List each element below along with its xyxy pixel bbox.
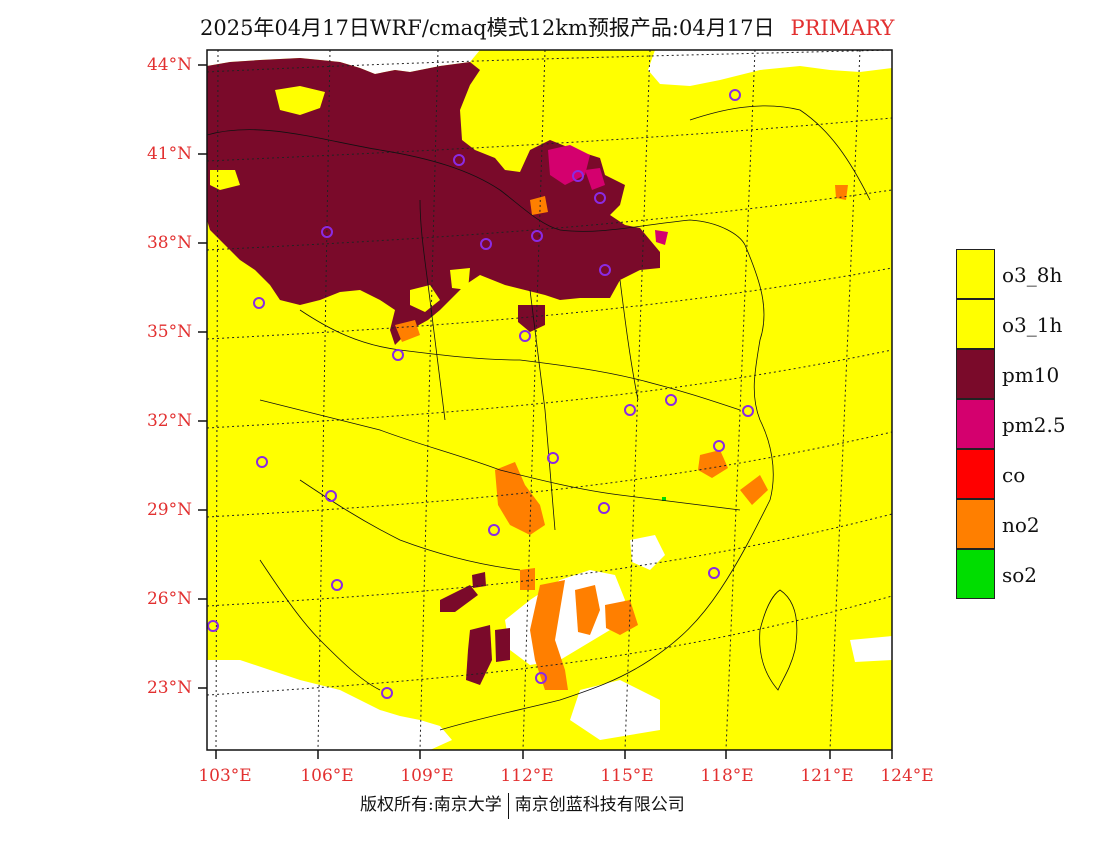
legend-swatch-o3-8h (956, 249, 995, 299)
title-tag: PRIMARY (790, 16, 895, 40)
legend-item-so2: so2 (956, 549, 1076, 599)
nodata-southwest-patch (265, 690, 360, 740)
legend-label-so2: so2 (1002, 563, 1038, 587)
no2-patch-9 (835, 185, 848, 200)
legend-swatch-so2 (956, 549, 995, 599)
lat-label-29: 29°N (146, 500, 192, 520)
no2-patch-3 (575, 585, 600, 635)
pm10-south-4 (495, 628, 510, 662)
legend-item-o3-1h: o3_1h (956, 299, 1076, 349)
legend-label-pm25: pm2.5 (1002, 413, 1066, 437)
nodata-northeast (648, 50, 892, 86)
no2-patch-10 (520, 568, 535, 590)
lat-label-44: 44°N (146, 55, 192, 75)
legend-item-no2: no2 (956, 499, 1076, 549)
tick-marks (198, 64, 893, 759)
lat-label-38: 38°N (146, 233, 192, 253)
map-title: 2025年04月17日WRF/cmaq模式12km预报产品:04月17日 PRIM… (200, 12, 894, 42)
lat-label-32: 32°N (146, 411, 192, 431)
legend-label-o3-1h: o3_1h (1002, 313, 1063, 337)
pm25-hotspot-2 (585, 168, 605, 190)
lon-label-103: 103°E (198, 766, 252, 786)
no2-patch-7 (395, 320, 420, 342)
graticule (207, 50, 892, 750)
legend-label-pm10: pm10 (1002, 363, 1060, 387)
nodata-north (207, 50, 480, 74)
nodata-sea-southeast (850, 636, 892, 662)
nodata-sea-south (570, 680, 660, 740)
city-markers (207, 89, 754, 699)
legend-item-pm25: pm2.5 (956, 399, 1076, 449)
legend-item-co: co (956, 449, 1076, 499)
footer-divider (507, 792, 509, 819)
lat-label-26: 26°N (146, 589, 192, 609)
legend-swatch-co (956, 449, 995, 499)
no2-patch-1 (495, 462, 545, 535)
copyright-company: 南京创蓝科技有限公司 (514, 795, 685, 815)
o3-island-4 (490, 125, 520, 148)
legend-swatch-o3-1h (956, 299, 995, 349)
o3-island-3 (410, 285, 440, 312)
so2-spot (662, 497, 666, 501)
title-text: 2025年04月17日WRF/cmaq模式12km预报产品:04月17日 (200, 16, 775, 40)
pm25-hotspot-1 (548, 145, 590, 185)
legend-label-no2: no2 (1002, 513, 1040, 537)
legend-swatch-pm25 (956, 399, 995, 449)
pm10-south-2 (440, 585, 478, 612)
map-frame (206, 49, 893, 751)
lon-label-115: 115°E (600, 766, 654, 786)
map-field (207, 50, 892, 750)
lat-label-41: 41°N (146, 144, 192, 164)
lon-label-112: 112°E (500, 766, 554, 786)
lon-label-124: 124°E (880, 766, 934, 786)
no2-patch-5 (698, 450, 728, 478)
pm10-south-3 (472, 572, 486, 588)
lon-label-106: 106°E (300, 766, 354, 786)
pm25-hotspot-3 (655, 230, 668, 245)
o3-island-1 (275, 86, 325, 115)
pm10-south-1 (466, 625, 492, 685)
legend-item-pm10: pm10 (956, 349, 1076, 399)
pm10-spur (518, 305, 545, 332)
lon-label-109: 109°E (400, 766, 454, 786)
legend-swatch-no2 (956, 499, 995, 549)
legend-swatch-pm10 (956, 349, 995, 399)
no2-patch-2 (530, 580, 568, 690)
lon-label-121: 121°E (800, 766, 854, 786)
lat-label-23: 23°N (146, 678, 192, 698)
legend-item-o3-8h: o3_8h (956, 249, 1076, 299)
copyright-owner: 版权所有:南京大学 (360, 795, 502, 815)
legend-label-co: co (1002, 463, 1026, 487)
legend: o3_8h o3_1h pm10 pm2.5 co no2 so2 (956, 249, 1076, 599)
nodata-east-patch (630, 535, 665, 570)
legend-label-o3-8h: o3_8h (1002, 263, 1063, 287)
no2-patch-6 (740, 475, 768, 505)
o3-island-5 (450, 268, 470, 290)
pm10-region (207, 58, 660, 345)
lat-label-35: 35°N (146, 322, 192, 342)
no2-patch-8 (530, 196, 548, 215)
copyright-footer: 版权所有:南京大学 南京创蓝科技有限公司 (360, 790, 685, 819)
lon-label-118: 118°E (700, 766, 754, 786)
